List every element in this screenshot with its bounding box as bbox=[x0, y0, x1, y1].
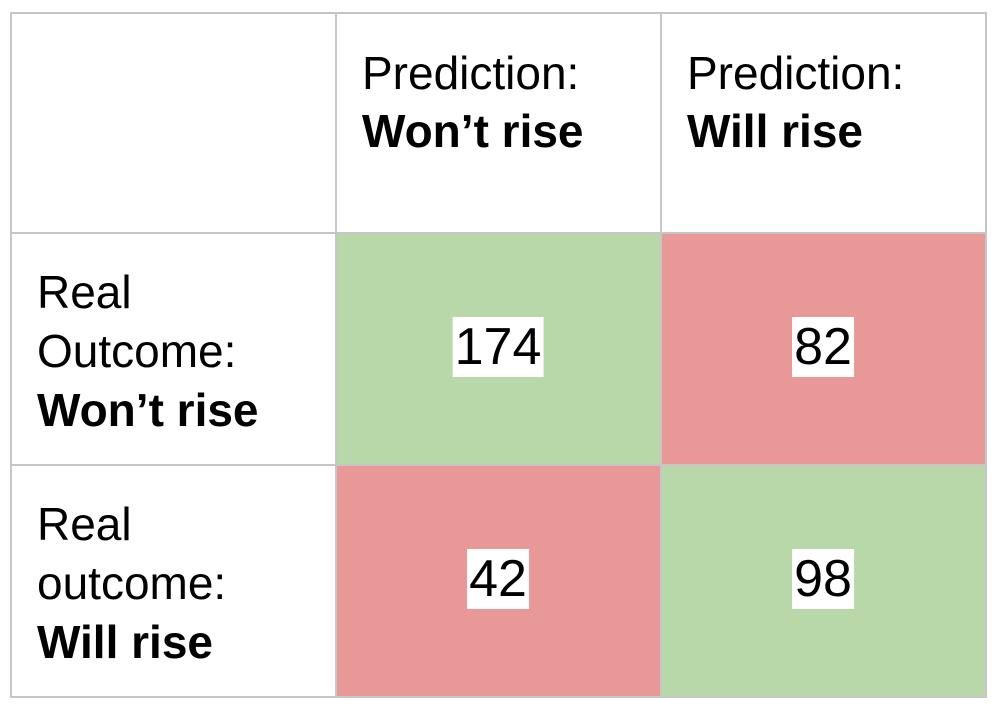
row-header-label: Will rise bbox=[37, 616, 213, 668]
grid-line bbox=[10, 12, 986, 14]
row-header-label: Won’t rise bbox=[37, 384, 259, 436]
grid-line bbox=[10, 696, 986, 698]
column-header-prefix: Prediction: bbox=[687, 47, 905, 99]
grid-line bbox=[10, 232, 986, 234]
column-header-wont-rise: Prediction: Won’t rise bbox=[362, 44, 584, 160]
grid-line bbox=[335, 12, 337, 698]
row-header-prefix-line: Real bbox=[37, 266, 132, 318]
grid-line bbox=[985, 12, 987, 698]
grid-line bbox=[660, 12, 662, 698]
row-header-prefix-line: Outcome: bbox=[37, 325, 237, 377]
row-header-will-rise: Real outcome: Will rise bbox=[37, 495, 226, 672]
column-header-prefix: Prediction: bbox=[362, 47, 580, 99]
row-header-prefix-line: outcome: bbox=[37, 557, 227, 609]
row-header-prefix-line: Real bbox=[37, 498, 132, 550]
grid-line bbox=[10, 12, 12, 698]
cell-value-wont-wont: 174 bbox=[452, 317, 544, 377]
column-header-will-rise: Prediction: Will rise bbox=[687, 44, 904, 160]
cell-value-wont-will: 82 bbox=[792, 317, 854, 377]
cell-value-will-will: 98 bbox=[792, 549, 854, 609]
column-header-label: Will rise bbox=[687, 105, 863, 157]
grid-line bbox=[10, 464, 986, 466]
column-header-label: Won’t rise bbox=[362, 105, 584, 157]
cell-value-will-wont: 42 bbox=[467, 549, 529, 609]
row-header-wont-rise: Real Outcome: Won’t rise bbox=[37, 263, 259, 440]
